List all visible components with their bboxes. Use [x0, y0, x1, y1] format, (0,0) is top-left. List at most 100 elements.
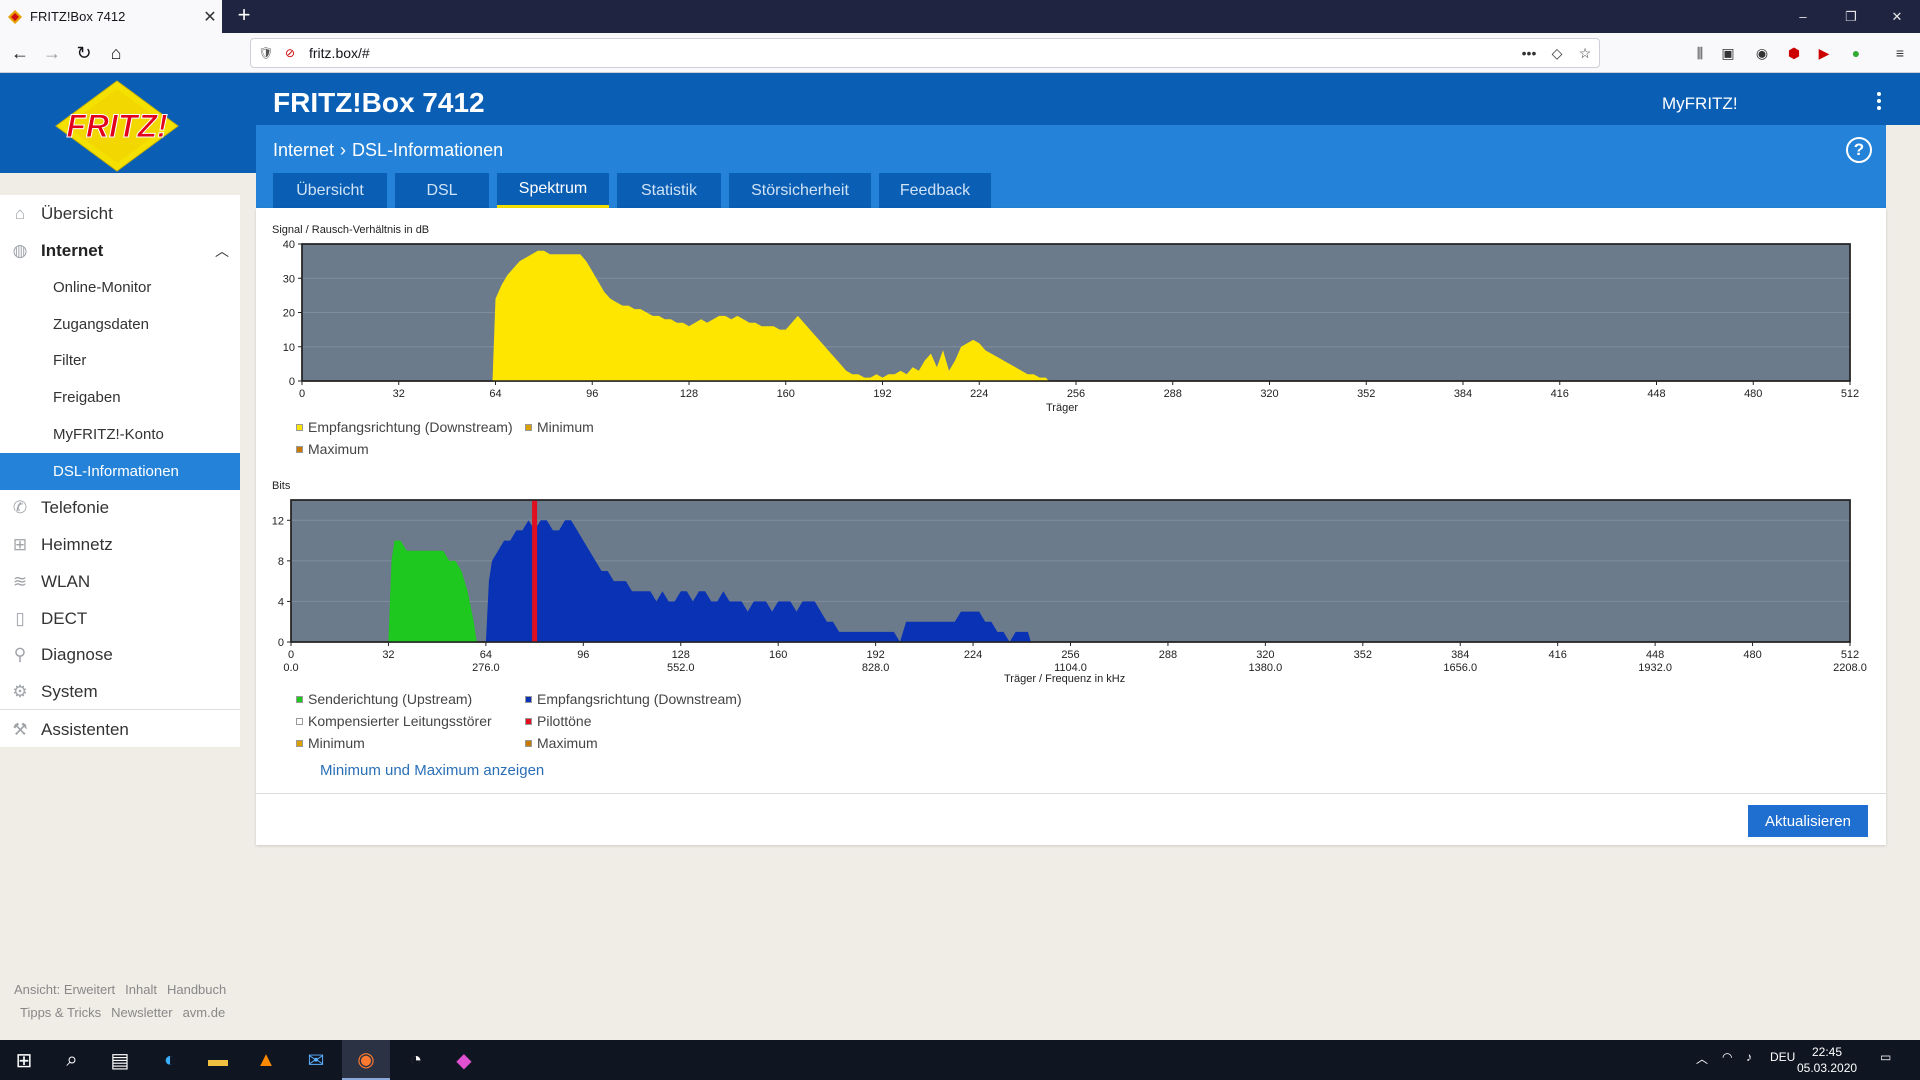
thunderbird-icon[interactable]: ◐	[163, 1048, 177, 1071]
sidebar-item-internet[interactable]: ◍ Internet ︿	[0, 232, 240, 269]
sidebar-item-label: Assistenten	[41, 719, 129, 739]
more-actions-icon[interactable]: •••	[1521, 45, 1537, 61]
close-tab-icon[interactable]: ✕	[203, 8, 217, 26]
fritz-logo-area[interactable]: FRITZ!	[0, 73, 256, 173]
legend-maximum-snr: Maximum	[296, 441, 369, 457]
sidebar-subitem-dsl-informationen[interactable]: DSL-Informationen	[0, 453, 240, 490]
sidebar-item-wlan[interactable]: ≋ WLAN	[0, 563, 240, 600]
minmax-toggle-link[interactable]: Minimum und Maximum anzeigen	[320, 762, 545, 779]
extension-icon[interactable]: ▶	[1818, 44, 1830, 61]
tab-uebersicht[interactable]: Übersicht	[273, 173, 387, 208]
gear-icon: ⚙	[12, 681, 28, 701]
back-arrow-icon[interactable]: ←	[11, 42, 29, 63]
bookmark-star-icon[interactable]: ☆	[1578, 44, 1592, 61]
url-text[interactable]: fritz.box/#	[309, 45, 370, 61]
clock-app-icon[interactable]: ◔	[409, 1048, 423, 1071]
legend-swatch	[525, 739, 532, 747]
maps-app-icon[interactable]: ◆	[456, 1049, 472, 1072]
x-tick-label: 32	[393, 388, 405, 400]
tab-feedback[interactable]: Feedback	[879, 173, 991, 208]
help-icon[interactable]: ?	[1846, 137, 1872, 163]
shield-icon[interactable]: 🛡	[258, 46, 274, 60]
sidebar-subitem-zugangsdaten[interactable]: Zugangsdaten	[0, 306, 240, 343]
kebab-menu-icon[interactable]	[1875, 92, 1883, 112]
firefox-icon[interactable]: ◉	[342, 1040, 390, 1080]
sidebar-item-system[interactable]: ⚙ System	[0, 673, 240, 710]
sidebar-item-label: WLAN	[41, 571, 91, 591]
footer-newsletter-link[interactable]: Newsletter	[111, 1005, 173, 1020]
file-explorer-icon[interactable]: ▬	[208, 1048, 228, 1071]
sidebar-item-assistenten[interactable]: ⚒ Assistenten	[0, 711, 240, 748]
x-tick-label: 96	[586, 388, 598, 400]
y-tick-label: 30	[283, 273, 295, 285]
menu-hamburger-icon[interactable]: ≡	[1895, 45, 1905, 61]
close-window-button[interactable]: ✕	[1891, 8, 1903, 24]
forward-arrow-icon[interactable]: →	[43, 42, 61, 63]
notification-icon[interactable]: ▭	[1880, 1050, 1892, 1064]
vlc-icon[interactable]: ▲	[256, 1048, 276, 1071]
pocket-icon[interactable]: ◇	[1551, 44, 1563, 61]
breadcrumb-internet[interactable]: Internet	[273, 140, 335, 160]
address-bar[interactable]: 🛡 ⊘ fritz.box/# ••• ◇ ☆	[250, 38, 1600, 68]
sidebar-item-heimnetz[interactable]: ⊞ Heimnetz	[0, 526, 240, 563]
sidebar-subitem-freigaben[interactable]: Freigaben	[0, 379, 240, 416]
footer-ansicht-link[interactable]: Ansicht: Erweitert	[14, 982, 116, 997]
refresh-button[interactable]: Aktualisieren	[1748, 805, 1868, 837]
sidebar-item-telefonie[interactable]: ✆ Telefonie	[0, 489, 240, 526]
home-icon[interactable]: ⌂	[110, 42, 122, 63]
legend-label: Maximum	[308, 441, 369, 457]
chevron-up-icon[interactable]: ︿	[215, 242, 229, 259]
sidebar-subitem-online-monitor[interactable]: Online-Monitor	[0, 269, 240, 306]
footer-inhalt-link[interactable]: Inhalt	[125, 982, 157, 997]
windows-start-icon[interactable]: ⊞	[15, 1049, 33, 1072]
reload-icon[interactable]: ↻	[76, 42, 92, 63]
search-icon[interactable]: ⌕	[66, 1048, 78, 1071]
library-icon[interactable]: ⫼	[1696, 44, 1704, 61]
account-icon[interactable]: ◉	[1755, 44, 1769, 61]
sidebar-subitem-filter[interactable]: Filter	[0, 342, 240, 379]
sidebar-subitem-label: MyFRITZ!-Konto	[53, 426, 164, 443]
extension-2-icon[interactable]: ●	[1851, 45, 1861, 61]
x-tick-label: 192	[866, 649, 884, 661]
task-view-icon[interactable]: ▤	[110, 1049, 130, 1072]
y-tick-label: 4	[278, 596, 284, 608]
volume-icon[interactable]: ♪	[1746, 1050, 1752, 1064]
x-tick-label: 512	[1841, 388, 1859, 400]
insecure-lock-icon[interactable]: ⊘	[284, 46, 296, 60]
series-area-1	[485, 520, 1031, 642]
sidebar-item-label: Telefonie	[41, 497, 110, 517]
sidebar-toggle-icon[interactable]: ▣	[1721, 44, 1735, 61]
footer-avm-link[interactable]: avm.de	[182, 1005, 226, 1020]
sidebar-item-uebersicht[interactable]: ⌂ Übersicht	[0, 195, 240, 232]
x-tick-label: 384	[1454, 388, 1472, 400]
taskbar-clock[interactable]: 22:45 05.03.2020	[1797, 1044, 1857, 1076]
browser-tab[interactable]: FRITZ!Box 7412 ✕	[0, 0, 222, 33]
tab-stoersicherheit[interactable]: Störsicherheit	[729, 173, 871, 208]
network-tray-icon[interactable]: ◠	[1722, 1050, 1733, 1064]
tray-chevron-up-icon[interactable]: ︿	[1696, 1052, 1709, 1066]
tab-spektrum[interactable]: Spektrum	[497, 173, 609, 208]
tab-statistik[interactable]: Statistik	[617, 173, 721, 208]
x-tick-label: 128	[680, 388, 698, 400]
x-tick-label: 192	[873, 388, 891, 400]
x-tick-khz-label: 1656.0	[1443, 662, 1477, 674]
adblock-icon[interactable]: ⬢	[1787, 44, 1801, 61]
tab-dsl[interactable]: DSL	[395, 173, 489, 208]
clock-date: 05.03.2020	[1797, 1061, 1858, 1075]
footer-handbuch-link[interactable]: Handbuch	[166, 982, 227, 997]
sidebar-subitem-label: Zugangsdaten	[53, 316, 149, 333]
mail-icon[interactable]: ✉	[307, 1049, 325, 1072]
browser-tabbar: FRITZ!Box 7412 ✕ + – ❐ ✕	[0, 0, 1920, 33]
x-tick-label: 64	[489, 388, 501, 400]
footer-tipps-link[interactable]: Tipps & Tricks	[20, 1005, 102, 1020]
sidebar-item-diagnose[interactable]: ⚲ Diagnose	[0, 636, 240, 673]
myfritz-link[interactable]: MyFRITZ!	[1662, 94, 1738, 113]
restore-button[interactable]: ❐	[1845, 8, 1857, 24]
x-tick-label: 0	[288, 649, 294, 661]
legend-label: Pilottöne	[537, 713, 592, 729]
new-tab-icon[interactable]: +	[237, 2, 251, 27]
language-indicator[interactable]: DEU	[1770, 1050, 1796, 1064]
minimize-button[interactable]: –	[1799, 9, 1807, 24]
sidebar-item-dect[interactable]: ▯ DECT	[0, 600, 240, 637]
sidebar-subitem-myfritz-konto[interactable]: MyFRITZ!-Konto	[0, 416, 240, 453]
